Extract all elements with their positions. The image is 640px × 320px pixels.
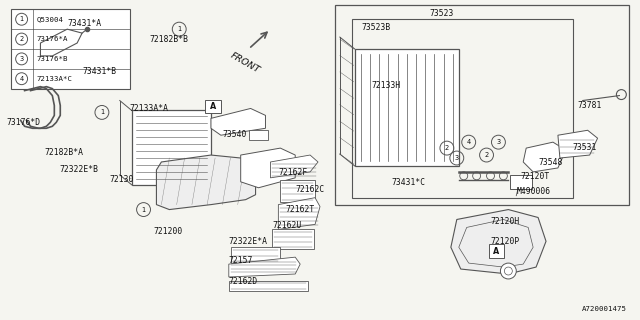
Text: 72157: 72157 [228,256,253,265]
Bar [355,49,459,166]
Text: M490006: M490006 [516,187,550,196]
Bar [132,110,211,185]
Text: 72120P: 72120P [490,237,520,246]
Text: 72120T: 72120T [520,172,550,181]
Polygon shape [271,155,318,178]
Bar [488,244,504,258]
Text: 73431*C: 73431*C [392,178,426,187]
Text: 72162U: 72162U [273,221,301,230]
Text: 2: 2 [19,36,24,42]
Text: 721200: 721200 [154,228,182,236]
Text: 1: 1 [177,26,181,32]
Text: 73523: 73523 [429,9,453,18]
Bar [273,229,314,249]
Text: 1: 1 [141,207,146,212]
Polygon shape [211,108,266,135]
Polygon shape [241,148,295,188]
Bar [248,130,268,140]
Bar [352,19,573,198]
Polygon shape [228,257,300,277]
Text: 72182B*B: 72182B*B [150,35,189,44]
Text: 72322E*B: 72322E*B [60,165,99,174]
Text: FRONT: FRONT [228,51,262,75]
Polygon shape [524,142,566,172]
Text: 73523B: 73523B [362,23,391,32]
Bar [205,100,221,113]
Text: 73431*B: 73431*B [82,67,116,76]
Polygon shape [156,155,255,210]
Text: A720001475: A720001475 [582,306,627,312]
Text: 72162D: 72162D [228,277,258,286]
Text: A: A [210,102,216,111]
Text: 3: 3 [497,139,500,145]
Text: 1: 1 [20,16,24,22]
Text: 72162C: 72162C [295,185,324,194]
Bar [280,180,315,202]
Text: A: A [493,247,500,256]
Text: 72322E*A: 72322E*A [228,237,268,246]
Polygon shape [451,210,546,274]
Polygon shape [278,198,320,229]
Text: Q53004: Q53004 [36,16,63,22]
Text: 73176*B: 73176*B [36,56,68,62]
Text: 72182B*A: 72182B*A [44,148,83,157]
Text: 73540: 73540 [223,130,247,139]
Bar [228,281,308,291]
Bar [231,247,280,263]
Text: 72133H: 72133H [372,81,401,90]
Text: 3: 3 [455,155,459,161]
Text: 72133A*A: 72133A*A [130,105,169,114]
Text: 73176*D: 73176*D [7,118,41,127]
Circle shape [500,263,516,279]
Text: 73548: 73548 [538,158,563,167]
Text: 73781: 73781 [578,100,602,109]
Text: 2: 2 [445,145,449,151]
Text: 72133A*C: 72133A*C [36,76,72,82]
Bar [11,9,130,89]
Text: 73176*A: 73176*A [36,36,68,42]
Text: 4: 4 [467,139,471,145]
Bar [510,175,532,189]
Text: 1: 1 [100,109,104,116]
Text: 73531: 73531 [573,143,597,152]
Text: 4: 4 [19,76,24,82]
Polygon shape [558,130,598,158]
Text: 72162F: 72162F [278,168,308,177]
Bar [335,5,629,204]
Text: 72130: 72130 [110,175,134,184]
Text: 2: 2 [484,152,489,158]
Text: 72120H: 72120H [490,218,520,227]
Text: 73431*A: 73431*A [67,19,101,28]
Text: 72162T: 72162T [285,204,314,214]
Text: 3: 3 [20,56,24,62]
